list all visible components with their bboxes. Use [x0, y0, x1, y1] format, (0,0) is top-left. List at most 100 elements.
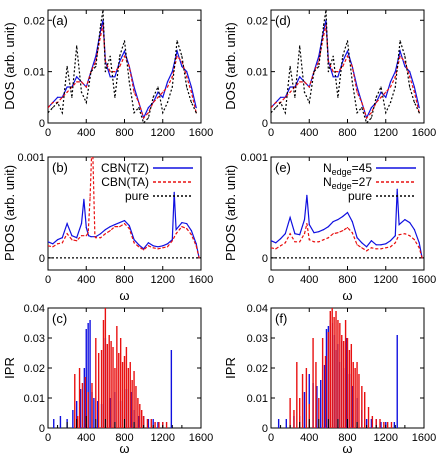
data-point: [409, 235, 411, 237]
panel-f: 0 400 800 1200 1600 0 0.01 0.02 0.03 0.04 (f) IPR ω: [223, 303, 436, 456]
x-tick-label: 0: [45, 274, 51, 286]
data-point: [385, 247, 387, 249]
data-point: [322, 24, 325, 27]
data-point: [409, 86, 411, 88]
data-point: [337, 232, 339, 234]
data-point: [186, 76, 188, 78]
data-point: [332, 76, 334, 78]
data-point: [413, 229, 416, 231]
data-point: [356, 244, 358, 246]
data-point: [409, 71, 411, 73]
y-axis-label: PDOS (arb. unit): [2, 165, 17, 261]
data-point: [186, 228, 188, 230]
series-line-3: [48, 10, 197, 123]
data-point: [157, 86, 159, 88]
data-point: [385, 243, 387, 245]
data-point: [89, 196, 91, 198]
data-point: [157, 246, 159, 248]
data-point: [85, 235, 87, 237]
data-point: [342, 55, 344, 57]
data-point: [275, 106, 277, 109]
data-point: [413, 86, 416, 88]
data-point: [190, 91, 193, 93]
data-point: [138, 101, 140, 104]
data-point: [385, 91, 387, 93]
data-point: [166, 81, 169, 83]
data-point: [396, 188, 398, 190]
data-point: [318, 231, 320, 233]
x-tick-label: 1200: [374, 127, 398, 139]
data-point: [104, 229, 106, 231]
data-point: [327, 71, 329, 73]
data-point: [195, 112, 197, 114]
data-point: [171, 71, 173, 73]
data-point: [99, 29, 102, 32]
x-tick-label: 800: [115, 432, 133, 444]
data-point: [80, 235, 83, 237]
data-point: [356, 91, 358, 93]
data-point: [52, 246, 54, 248]
data-point: [275, 248, 277, 250]
legend-label: Nedge=45: [323, 161, 372, 177]
data-point: [399, 55, 401, 57]
data-point: [413, 101, 416, 104]
data-point: [147, 242, 150, 244]
data-point: [147, 245, 150, 247]
data-point: [119, 221, 121, 224]
data-point: [109, 226, 111, 228]
data-point: [152, 245, 154, 247]
data-point: [356, 112, 358, 114]
plot-frame: [47, 9, 202, 124]
data-point: [370, 106, 373, 109]
data-point: [143, 117, 145, 119]
data-point: [303, 233, 306, 235]
data-point: [308, 239, 310, 241]
plot-area: [271, 10, 420, 123]
x-axis-label: ω: [342, 288, 352, 303]
data-point: [119, 65, 121, 68]
data-point: [123, 40, 126, 42]
data-point: [370, 240, 373, 242]
y-tick-label: 0.001: [17, 152, 45, 164]
x-axis-label: ω: [119, 441, 129, 456]
data-point: [104, 71, 106, 73]
y-tick-label: 0.02: [24, 15, 45, 27]
series-line-3: [271, 10, 420, 123]
data-point: [332, 220, 334, 223]
data-point: [375, 244, 377, 246]
data-point: [409, 221, 411, 224]
data-point: [308, 101, 310, 104]
panel-label: (c): [52, 311, 67, 326]
y-tick-label: 0.02: [247, 363, 268, 375]
data-point: [186, 71, 188, 73]
data-point: [52, 101, 54, 104]
data-point: [200, 257, 201, 259]
series-line-2: [271, 223, 423, 259]
x-tick-label: 1600: [412, 432, 436, 444]
data-point: [88, 235, 90, 237]
data-point: [147, 112, 150, 114]
data-point: [413, 239, 416, 241]
data-point: [342, 230, 344, 232]
legend-label: pure: [125, 189, 149, 203]
data-point: [299, 45, 301, 47]
data-point: [104, 60, 106, 62]
y-tick-label: 0.02: [24, 363, 45, 375]
data-point: [380, 244, 382, 246]
y-axis-label: PDOS (arb. unit): [223, 165, 238, 261]
data-point: [351, 81, 353, 83]
data-point: [66, 222, 68, 225]
series-line-2: [48, 25, 197, 120]
x-tick-label: 1200: [374, 432, 398, 444]
data-point: [95, 237, 97, 239]
data-point: [275, 101, 277, 104]
data-point: [56, 239, 59, 241]
data-point: [61, 96, 63, 98]
x-tick-label: 0: [45, 432, 51, 444]
data-point: [366, 250, 368, 252]
data-point: [346, 211, 349, 214]
data-point: [318, 60, 320, 62]
data-point: [190, 101, 193, 104]
data-point: [157, 96, 159, 98]
x-tick-label: 400: [300, 274, 318, 286]
